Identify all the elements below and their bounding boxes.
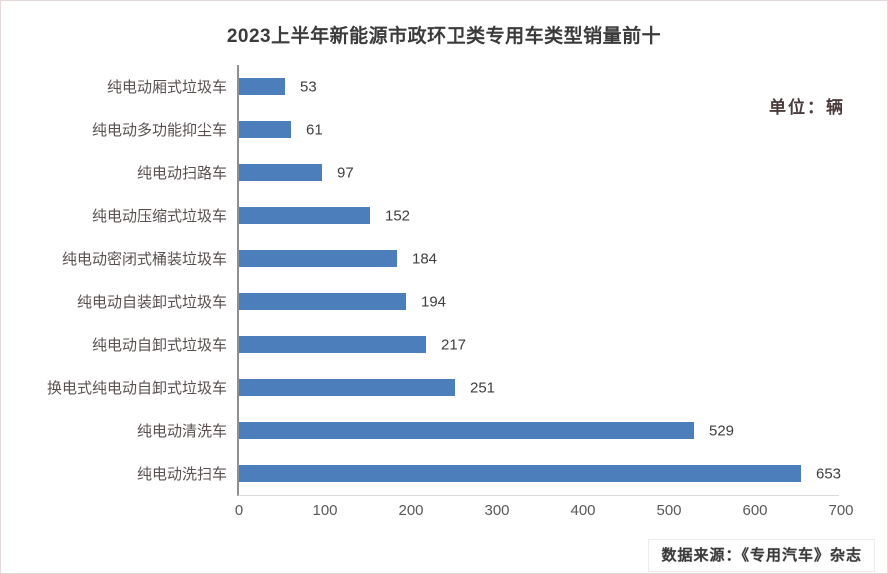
bar (239, 379, 455, 396)
bar (239, 250, 397, 267)
data-source-label: 数据来源：《专用汽车》杂志 (648, 539, 875, 572)
bar-row: 217 (239, 323, 839, 366)
category-label: 纯电动扫路车 (136, 165, 227, 182)
value-label: 152 (385, 207, 411, 224)
category-label: 纯电动厢式垃圾车 (106, 79, 227, 96)
x-tick-label: 0 (234, 502, 244, 519)
category-axis: 纯电动厢式垃圾车纯电动多功能抑尘车纯电动扫路车纯电动压缩式垃圾车纯电动密闭式桶装… (33, 65, 237, 496)
value-label: 53 (300, 78, 317, 95)
value-label: 61 (306, 121, 323, 138)
category-label: 纯电动洗扫车 (136, 466, 227, 483)
category-label: 换电式纯电动自卸式垃圾车 (46, 380, 227, 397)
unit-label: 单位：辆 (769, 98, 845, 117)
value-label: 529 (709, 422, 735, 439)
value-label: 251 (470, 379, 496, 396)
x-axis: 0 100 200 300 400 500 600 700 (235, 502, 854, 524)
x-tick-label: 700 (828, 502, 854, 519)
bar-row: 152 (239, 194, 839, 237)
bar-row: 184 (239, 237, 839, 280)
bar (239, 78, 285, 95)
x-tick-label: 400 (570, 502, 596, 519)
bar-row: 251 (239, 366, 839, 409)
value-label: 184 (412, 250, 438, 267)
x-tick-label: 200 (398, 502, 424, 519)
category-label: 纯电动自卸式垃圾车 (91, 337, 227, 354)
category-label: 纯电动自装卸式垃圾车 (76, 294, 227, 311)
value-label: 653 (816, 465, 842, 482)
bar-row: 529 (239, 409, 839, 452)
plot-area: 53 61 97 152 184 194 217 251 529 653 (237, 65, 842, 496)
value-label: 194 (421, 293, 447, 310)
x-tick-label: 500 (656, 502, 682, 519)
bar (239, 207, 370, 224)
category-label: 纯电动清洗车 (136, 423, 227, 440)
x-tick-label: 100 (312, 502, 338, 519)
x-tick-label: 300 (484, 502, 510, 519)
bar-chart: 纯电动厢式垃圾车纯电动多功能抑尘车纯电动扫路车纯电动压缩式垃圾车纯电动密闭式桶装… (33, 65, 842, 496)
value-label: 217 (441, 336, 467, 353)
bar (239, 164, 322, 181)
category-label: 纯电动压缩式垃圾车 (91, 208, 227, 225)
bar-row: 194 (239, 280, 839, 323)
bar (239, 465, 801, 482)
bar-row: 53 (239, 65, 839, 108)
value-label: 97 (337, 164, 354, 181)
x-tick-label: 600 (742, 502, 768, 519)
bar-row: 653 (239, 452, 842, 495)
bar (239, 422, 694, 439)
category-label: 纯电动多功能抑尘车 (91, 122, 227, 139)
bar-row: 97 (239, 151, 839, 194)
chart-title: 2023上半年新能源市政环卫类专用车类型销量前十 (226, 26, 662, 47)
bar-row: 61 (239, 108, 839, 151)
bar (239, 121, 291, 138)
bar (239, 336, 426, 353)
bar (239, 293, 406, 310)
category-label: 纯电动密闭式桶装垃圾车 (61, 251, 227, 268)
